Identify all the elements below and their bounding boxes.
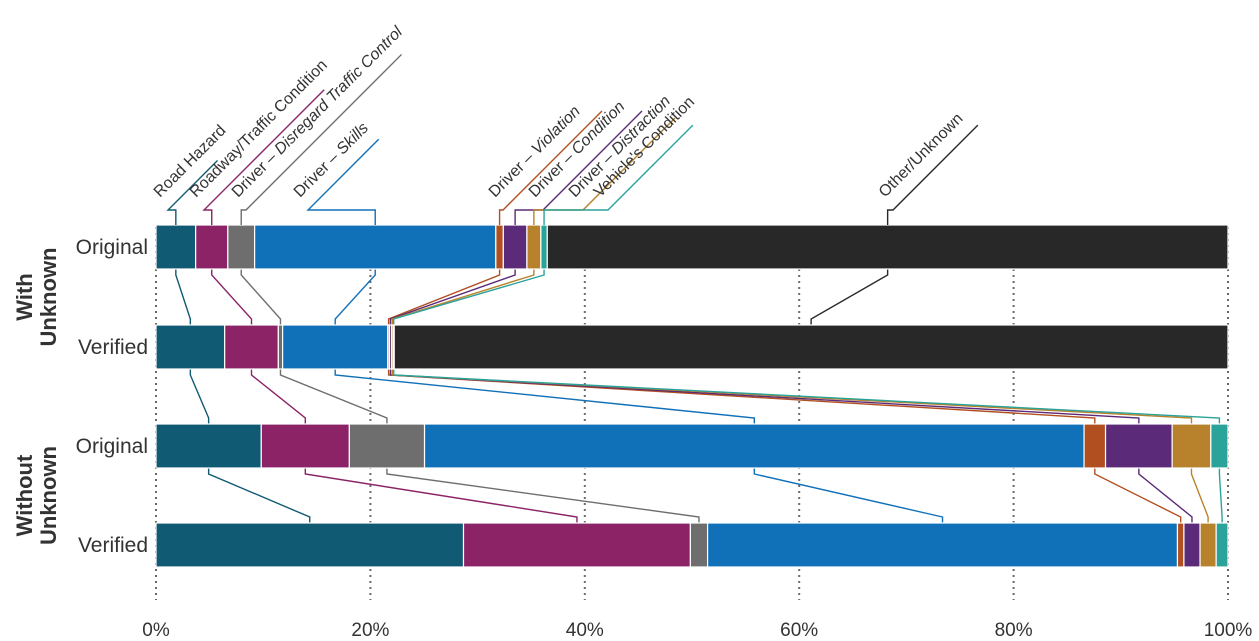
connector-line [250,369,307,424]
x-tick-label: 100% [1204,620,1253,641]
row-label: Verified [78,534,148,557]
connector-line [387,369,1096,424]
connector-line [211,269,253,325]
row-label: Original [76,236,148,259]
x-tick-label: 40% [566,620,604,641]
bar-segment [155,423,262,469]
connector-line [392,369,1221,424]
bar-segment [1183,522,1201,568]
bar-segment [155,522,465,568]
bar-segment [502,224,528,270]
bar-segment [254,224,497,270]
bar-segment [1171,423,1212,469]
legend-leader-line [202,89,325,225]
x-tick-label: 20% [351,620,389,641]
legend-leader-line [240,53,403,225]
connector-line [392,269,545,325]
bar-segment [546,224,1229,270]
connector-line [189,369,210,424]
connector-line [1094,468,1182,523]
row-labels: Original Verified Original Verified [76,236,148,557]
row-label: Original [76,435,148,458]
legend-label: Other/Unknown [876,110,967,201]
bar-segment [260,423,350,469]
bar-segment [1215,522,1229,568]
legend-leader-line [543,124,694,225]
group-label: With [12,273,37,320]
group-label: Without [12,454,37,536]
connector-line [810,269,889,325]
group-label: Unknown [36,446,61,545]
x-tick-label: 60% [780,620,818,641]
bar-segment [282,324,389,370]
group-label: Unknown [36,248,61,347]
connector-line [207,468,311,523]
bar-segment [495,224,504,270]
connector-line [1218,468,1223,523]
legend-leader-line [498,110,603,225]
row-label: Verified [78,336,148,359]
bar-segment [1210,423,1229,469]
bar-segment [227,224,256,270]
bar-segment [1083,423,1107,469]
bar-segment [689,522,709,568]
connector-line [391,369,1193,424]
bar-segment [540,224,548,270]
bar-segment [195,224,229,270]
connector-line [1138,468,1193,523]
bar-segment [155,324,226,370]
x-tick-label: 0% [142,620,170,641]
legend-leader-line [886,124,979,225]
connector-line [391,269,535,325]
connector-line [334,369,756,424]
bar-segment [526,224,542,270]
bar-segment [462,522,691,568]
legend-leader-line [166,160,218,225]
connector-line [240,269,282,325]
bar-segments [155,224,1229,568]
connector-line [1190,468,1209,523]
bar-segment [1176,522,1185,568]
bar-segment [423,423,1085,469]
bar-segment [348,423,426,469]
bar-segment [224,324,279,370]
legend-leader-line [514,110,643,225]
x-axis-ticks: 0% 20% 40% 60% 80% 100% [142,620,1252,641]
connector-line [175,269,192,325]
x-tick-label: 80% [995,620,1033,641]
connector-line [334,269,376,325]
connector-line [386,468,700,523]
bar-segment [155,224,197,270]
connector-line [279,369,388,424]
bar-segment [277,324,284,370]
bar-segment [393,324,1229,370]
bar-segment [706,522,1179,568]
connector-line [387,269,501,325]
legend-leader-line [306,138,380,225]
connector-line [753,468,944,523]
connector-line [304,468,578,523]
bar-segment [1104,423,1173,469]
connector-line [389,269,516,325]
bar-segment [1199,522,1217,568]
connector-lines [175,269,1223,523]
connector-line [389,369,1140,424]
